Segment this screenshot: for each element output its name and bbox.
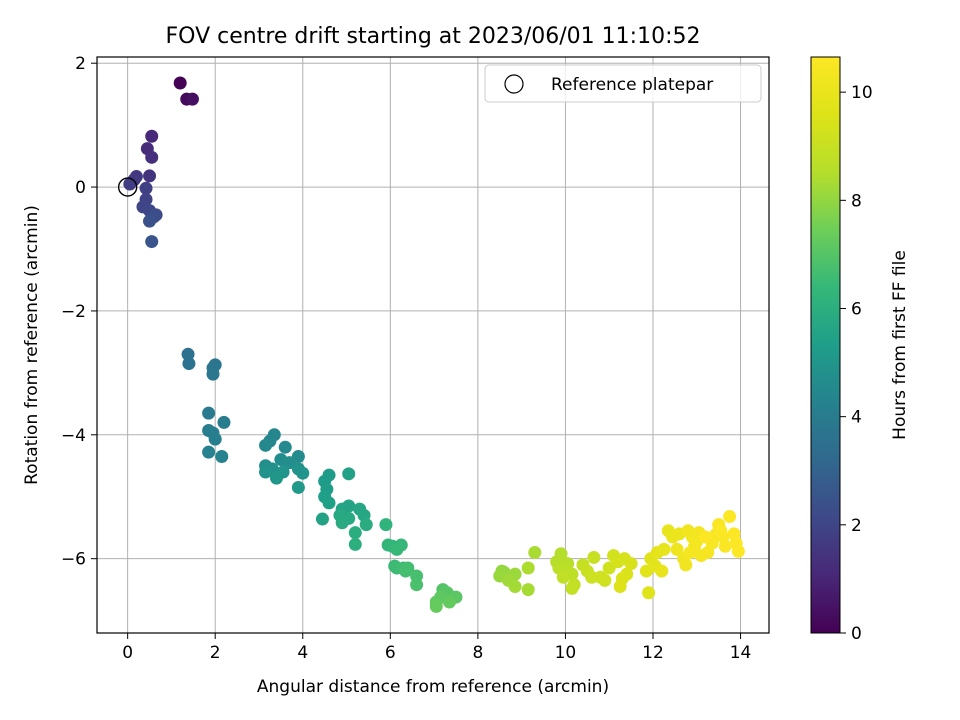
data-point [335, 516, 349, 530]
reference-platepar-marker [117, 177, 138, 197]
grid-lines [97, 57, 769, 633]
legend-marker-open-circle [504, 74, 524, 94]
data-point [215, 449, 229, 463]
data-point [556, 570, 570, 584]
data-point [348, 526, 362, 540]
data-point [278, 440, 292, 454]
data-point [655, 564, 669, 578]
data-point [208, 432, 222, 446]
data-point [123, 177, 137, 191]
data-point [699, 530, 713, 544]
legend: Reference platepar [484, 64, 762, 103]
data-point [206, 367, 220, 381]
data-point [269, 471, 283, 485]
y-tick-label: 2 [75, 54, 86, 74]
data-point [624, 557, 638, 571]
data-point [185, 92, 199, 106]
colorbar-ticks: 0 2 4 6 8 10 [840, 83, 873, 644]
data-point [613, 580, 627, 594]
data-point [145, 129, 159, 143]
data-point [598, 573, 612, 587]
chart-title: FOV centre drift starting at 2023/06/01 … [166, 24, 701, 49]
colorbar-label: Hours from first FF file [890, 250, 910, 440]
data-point [723, 510, 737, 524]
data-point [528, 545, 542, 559]
data-point [718, 539, 732, 553]
x-tick-label: 6 [385, 643, 396, 663]
data-point [143, 169, 157, 183]
data-point [390, 542, 404, 556]
data-point [322, 496, 336, 510]
colorbar-tick-label: 6 [851, 299, 862, 319]
legend-box [484, 64, 762, 103]
data-point [348, 537, 362, 551]
data-point [399, 564, 413, 578]
colorbar-tick-label: 4 [851, 408, 862, 428]
data-point [657, 542, 671, 556]
data-point [145, 235, 159, 249]
data-point [670, 542, 684, 556]
data-point [315, 512, 329, 526]
data-point [217, 415, 231, 429]
data-point [410, 578, 424, 592]
data-point [173, 76, 187, 90]
data-point [521, 561, 535, 575]
y-axis-label: Rotation from reference (arcmin) [22, 205, 42, 485]
colorbar [810, 56, 841, 634]
x-tick-label: 12 [642, 643, 664, 663]
x-tick-label: 10 [555, 643, 577, 663]
x-axis-label: Angular distance from reference (arcmin) [257, 677, 609, 697]
y-tick-label: 0 [75, 178, 86, 198]
data-point [565, 581, 579, 595]
x-tick-label: 14 [730, 643, 752, 663]
data-point [139, 181, 153, 195]
scatter-points [123, 76, 745, 613]
data-point [429, 599, 443, 613]
colorbar-tick-label: 0 [851, 624, 862, 644]
data-point [442, 595, 456, 609]
data-point [731, 544, 745, 558]
x-tick-label: 0 [122, 643, 133, 663]
data-point [683, 545, 697, 559]
y-axis-ticks: −6 −4 −2 0 2 [61, 54, 97, 570]
x-tick-label: 2 [210, 643, 221, 663]
data-point [259, 438, 273, 452]
plot-frame [96, 56, 770, 634]
data-point [182, 357, 196, 371]
y-tick-label: −4 [61, 426, 86, 446]
colorbar-tick-label: 8 [851, 191, 862, 211]
colorbar-tick-label: 10 [851, 83, 873, 103]
y-tick-label: −2 [61, 302, 86, 322]
data-point [143, 214, 157, 228]
x-tick-label: 4 [297, 643, 308, 663]
data-point [296, 466, 310, 480]
data-point [379, 518, 393, 532]
data-point [202, 445, 216, 459]
data-point [679, 558, 693, 572]
data-point [259, 465, 273, 479]
data-point [359, 518, 373, 532]
data-point [521, 583, 535, 597]
colorbar-tick-label: 2 [851, 516, 862, 536]
data-point [642, 586, 656, 600]
data-point [202, 406, 216, 420]
y-tick-label: −6 [61, 550, 86, 570]
data-point [587, 550, 601, 564]
x-tick-label: 8 [472, 643, 483, 663]
x-axis-ticks: 0 2 4 6 8 10 12 14 [122, 633, 751, 663]
data-point [145, 150, 159, 164]
data-point [714, 524, 728, 538]
data-point [508, 580, 522, 594]
data-point [342, 467, 356, 481]
reference-marker-group [117, 177, 138, 197]
legend-label: Reference platepar [551, 75, 713, 95]
data-point [291, 480, 305, 494]
